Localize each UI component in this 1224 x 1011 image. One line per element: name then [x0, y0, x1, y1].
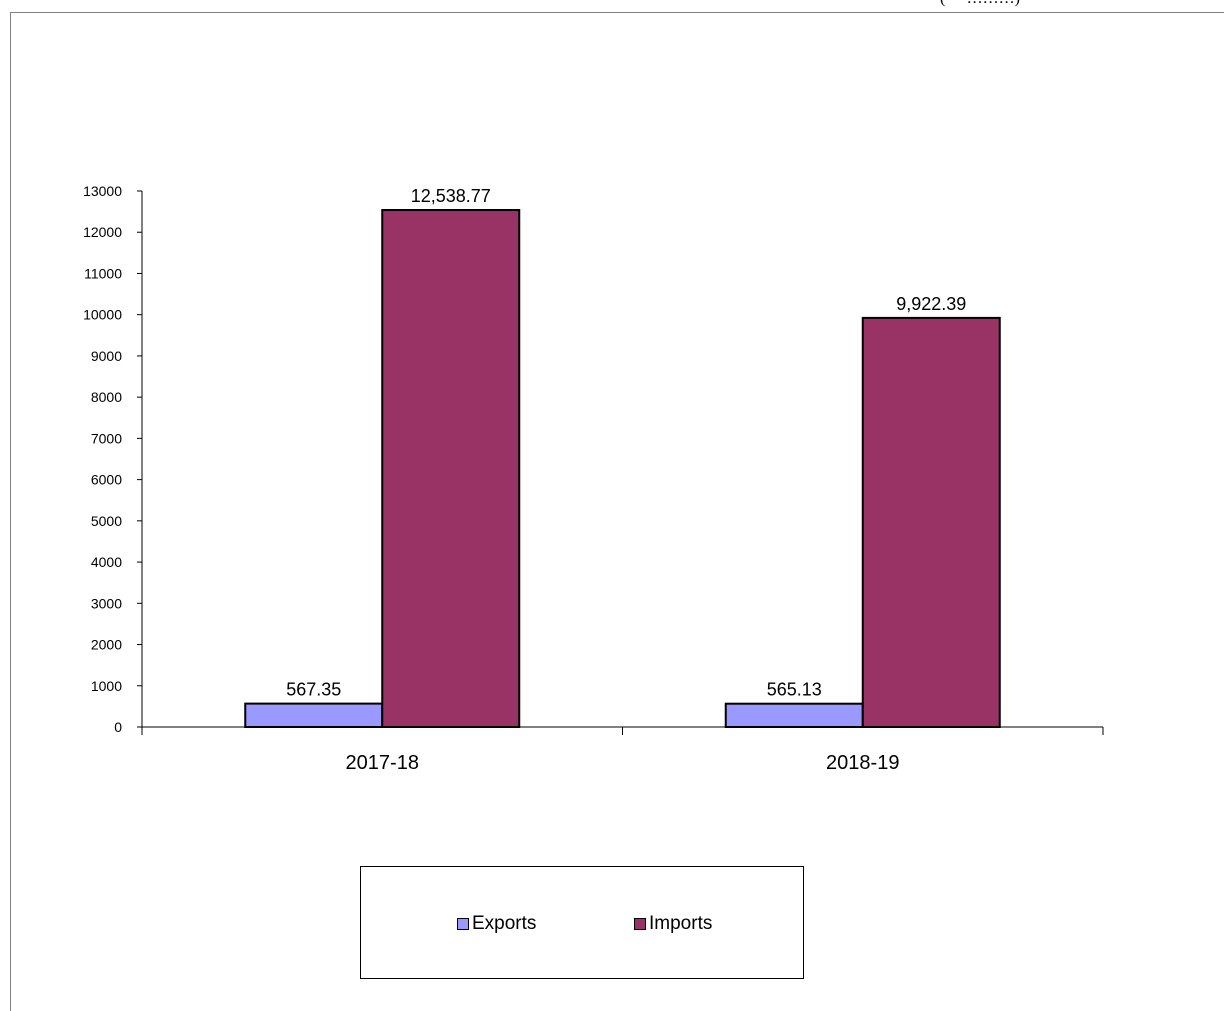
legend-item-exports: Exports [457, 913, 536, 935]
y-tick-label: 12000 [83, 224, 122, 240]
bar-exports [724, 702, 864, 729]
data-label: 565.13 [767, 680, 822, 700]
data-label: 12,538.77 [411, 186, 491, 206]
bar-chart: 0 1000 2000 3000 4000 5000 6000 7000 8000 9000 100… [83, 183, 1104, 774]
y-tick-label: 5000 [91, 513, 122, 529]
y-tick-label: 0 [114, 719, 122, 735]
y-tick-label: 2000 [91, 637, 122, 653]
legend-label-imports: Imports [649, 913, 713, 934]
bar-imports [381, 209, 521, 729]
y-tick-label: 8000 [91, 389, 122, 405]
legend-item-imports: Imports [634, 913, 712, 935]
data-label: 567.35 [286, 680, 341, 700]
legend-label-exports: Exports [472, 913, 537, 934]
chart-frame [10, 12, 1224, 1011]
x-category-label: 2017-18 [346, 752, 419, 774]
y-tick-label: 6000 [91, 472, 122, 488]
y-tick-label: 7000 [91, 430, 122, 446]
top-note: ( ` ………) [940, 0, 1020, 8]
legend-swatch-imports [634, 918, 646, 930]
bar-imports [861, 316, 1001, 728]
y-tick-label: 13000 [83, 183, 122, 199]
y-tick-label: 1000 [91, 678, 122, 694]
y-tick-label: 11000 [84, 265, 122, 281]
data-label: 9,922.39 [896, 294, 966, 314]
bar-exports [244, 702, 384, 729]
y-tick-label: 3000 [91, 595, 122, 611]
legend-swatch-exports [457, 918, 469, 930]
legend: Exports Imports [360, 866, 804, 979]
y-tick-label: 4000 [91, 554, 122, 570]
y-tick-label: 10000 [83, 307, 122, 323]
x-category-label: 2018-19 [826, 752, 899, 774]
y-tick-label: 9000 [91, 348, 122, 364]
